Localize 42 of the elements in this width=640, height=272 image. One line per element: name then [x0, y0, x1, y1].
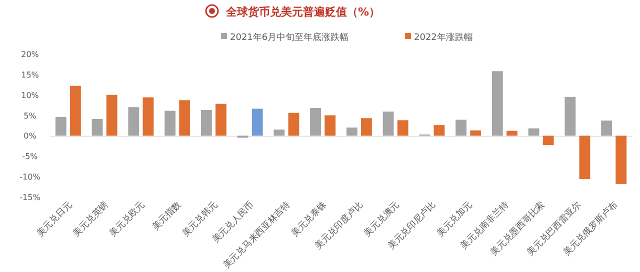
y-tick-label: -5%	[22, 152, 38, 162]
chart-title: 全球货币兑美元普遍贬值（%）	[225, 6, 380, 18]
bar	[346, 128, 358, 136]
bar	[70, 86, 81, 136]
bar	[92, 118, 103, 136]
legend-label: 2022年涨跌幅	[414, 32, 473, 43]
y-tick-label: 15%	[21, 70, 40, 80]
bar	[382, 112, 394, 136]
bar	[542, 136, 554, 146]
y-tick-label: 20%	[21, 50, 40, 59]
bar	[252, 108, 263, 136]
bar	[310, 108, 321, 136]
bar	[579, 136, 590, 180]
bar	[528, 128, 540, 136]
bar	[456, 120, 466, 136]
x-tick-label: 美元指数	[150, 199, 184, 233]
bar	[142, 97, 154, 136]
bar	[397, 120, 408, 136]
bar	[601, 120, 612, 136]
bar	[361, 118, 372, 136]
bar	[434, 125, 445, 136]
y-tick-label: 5%	[24, 111, 37, 120]
bar	[216, 104, 226, 136]
bar	[470, 130, 482, 136]
bar	[106, 94, 118, 136]
y-tick-label: 0%	[24, 132, 37, 141]
bar	[492, 71, 503, 136]
bar	[274, 130, 285, 136]
y-tick-label: -10%	[20, 172, 41, 182]
bar	[288, 112, 300, 136]
bar	[616, 136, 627, 184]
y-tick-label: -15%	[20, 193, 41, 202]
legend-label: 2021年6月中旬至年底涨跌幅	[230, 32, 349, 43]
bar	[506, 130, 518, 136]
bar	[179, 100, 190, 136]
bar	[200, 110, 212, 136]
bar	[164, 110, 176, 136]
y-tick-label: 10%	[21, 90, 40, 100]
bar	[564, 96, 576, 136]
bar	[324, 115, 336, 136]
bar	[55, 116, 66, 136]
bar	[128, 107, 140, 136]
